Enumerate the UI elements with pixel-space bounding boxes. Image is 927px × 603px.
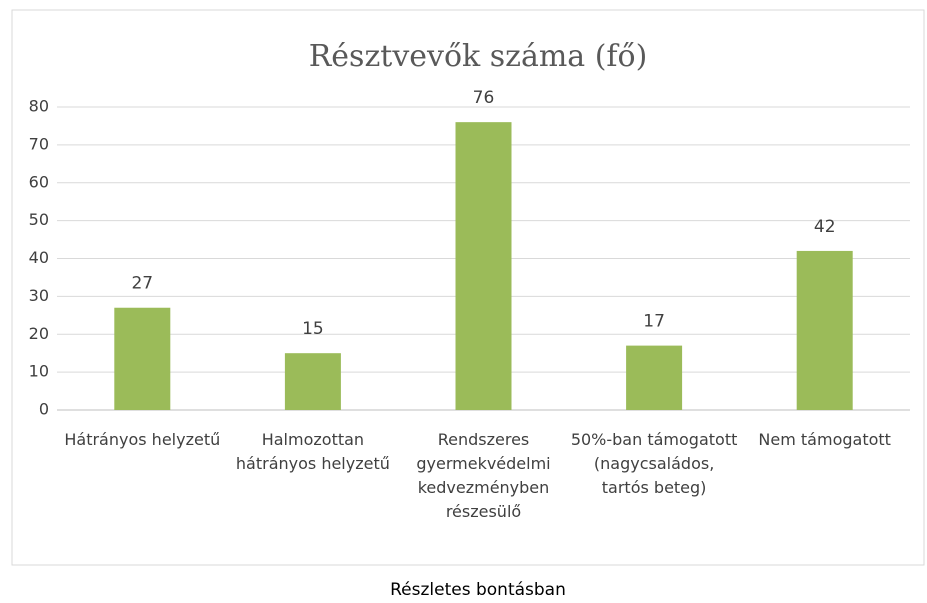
bar [284, 353, 341, 410]
value-label: 17 [643, 312, 665, 332]
chart-title: Résztvevők száma (fő) [309, 39, 648, 74]
value-label: 76 [473, 88, 495, 108]
value-label: 27 [131, 274, 153, 294]
caption: Részletes bontásban [390, 580, 566, 600]
x-tick-label: 50%-ban támogatott (nagycsaládos, tartós… [570, 430, 738, 497]
y-tick-label: 10 [29, 362, 49, 381]
y-tick-label: 30 [29, 286, 49, 305]
value-label: 42 [814, 217, 836, 237]
y-tick-label: 50 [29, 210, 49, 229]
x-tick-label: Rendszeres gyermekvédelmi kedvezményben … [416, 430, 551, 521]
y-tick-label: 80 [29, 97, 49, 116]
x-tick-label: Halmozottan hátrányos helyzetű [235, 430, 390, 473]
y-tick-label: 70 [29, 134, 49, 153]
y-tick-label: 0 [39, 400, 49, 419]
y-tick-label: 20 [29, 324, 49, 343]
x-tick-label: Hátrányos helyzetű [64, 430, 221, 449]
value-label: 15 [302, 319, 324, 339]
y-tick-label: 40 [29, 248, 49, 267]
bar [796, 250, 853, 410]
y-tick-label: 60 [29, 172, 49, 191]
bar [455, 122, 512, 411]
x-tick-label: Nem támogatott [758, 430, 891, 449]
bar [626, 345, 683, 410]
bar [114, 307, 171, 410]
